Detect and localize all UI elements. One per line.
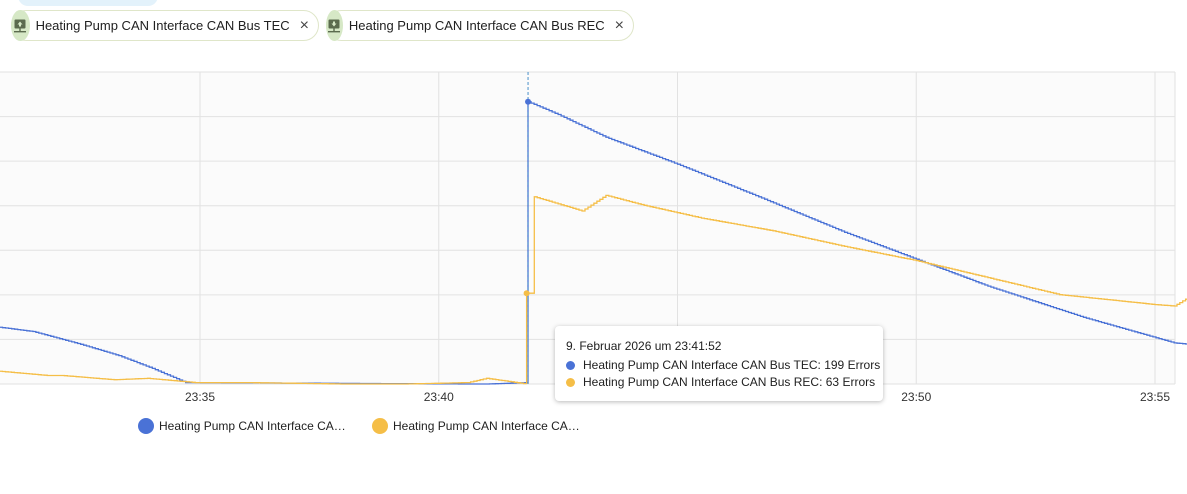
entity-picker-pill[interactable]: [18, 0, 158, 6]
legend-dot-icon: [372, 418, 388, 434]
legend-dot-icon: [138, 418, 154, 434]
legend-label: Heating Pump CAN Interface CAN Bus TEC: [159, 419, 354, 433]
chip-label: Heating Pump CAN Interface CAN Bus REC: [348, 18, 605, 33]
x-tick-label: 23:35: [185, 390, 215, 404]
entity-chip-tec[interactable]: Heating Pump CAN Interface CAN Bus TEC ×: [11, 10, 319, 41]
tooltip-title: 9. Februar 2026 um 23:41:52: [566, 339, 722, 353]
chart-tooltip: 9. Februar 2026 um 23:41:52 Heating Pump…: [555, 326, 883, 401]
chart-markers: [523, 72, 532, 384]
tec-dot-icon: [566, 360, 575, 370]
chart-legend: Heating Pump CAN Interface CAN Bus TEC H…: [138, 418, 606, 434]
tooltip-row-tec: Heating Pump CAN Interface CAN Bus TEC: …: [566, 358, 883, 372]
x-tick-label: 23:50: [901, 390, 931, 404]
rec-dot-icon: [566, 377, 575, 387]
x-tick-label: 23:40: [424, 390, 454, 404]
legend-item-tec[interactable]: Heating Pump CAN Interface CAN Bus TEC: [138, 418, 354, 434]
series-line-rec: [0, 194, 1187, 385]
chart-series: [0, 101, 1187, 385]
rec-marker: [523, 290, 530, 297]
series-line-tec: [0, 101, 1187, 385]
legend-item-rec[interactable]: Heating Pump CAN Interface CAN Bus REC: [372, 418, 588, 434]
legend-label: Heating Pump CAN Interface CAN Bus REC: [393, 419, 588, 433]
tooltip-row-text: Heating Pump CAN Interface CAN Bus REC: …: [583, 375, 876, 389]
x-tick-label: 23:55: [1140, 390, 1170, 404]
tooltip-row-text: Heating Pump CAN Interface CAN Bus TEC: …: [583, 358, 881, 372]
remove-chip-icon[interactable]: ×: [614, 16, 624, 34]
upload-network-icon: [11, 10, 30, 41]
download-network-icon: [326, 10, 343, 41]
tooltip-row-rec: Heating Pump CAN Interface CAN Bus REC: …: [566, 375, 883, 389]
remove-chip-icon[interactable]: ×: [299, 16, 309, 34]
entity-chip-rec[interactable]: Heating Pump CAN Interface CAN Bus REC ×: [326, 10, 634, 41]
chip-label: Heating Pump CAN Interface CAN Bus TEC: [35, 18, 290, 33]
tec-marker: [525, 98, 532, 105]
